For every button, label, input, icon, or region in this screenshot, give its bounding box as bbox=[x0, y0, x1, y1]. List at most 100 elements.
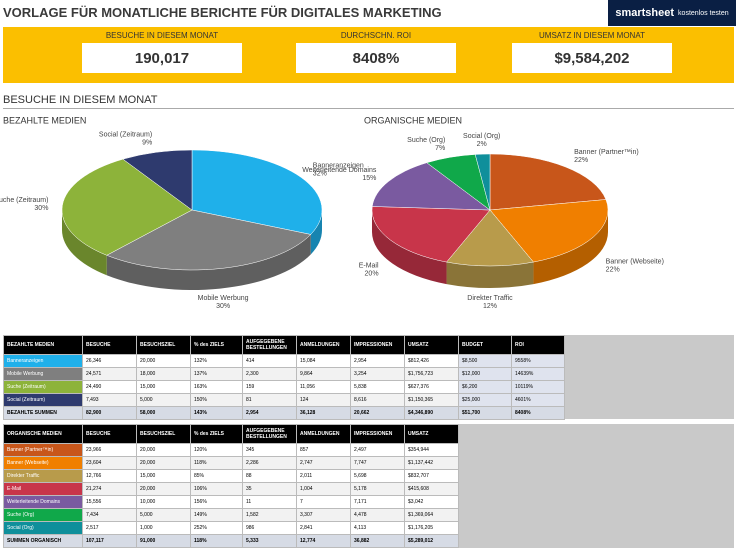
cell: 82,900 bbox=[82, 406, 137, 420]
cell: 24,571 bbox=[82, 367, 137, 381]
data-row: Banner (Webseite) 23,604 20,000 118% 2,286 2,… bbox=[3, 456, 459, 470]
cell: 58,000 bbox=[136, 406, 191, 420]
cell: 88 bbox=[242, 469, 297, 483]
cell: 14639% bbox=[511, 367, 565, 381]
cell: 2,747 bbox=[296, 456, 351, 470]
cell: 15,084 bbox=[296, 354, 351, 368]
cell: 11 bbox=[242, 495, 297, 509]
slice-label: E-Mail bbox=[359, 262, 379, 269]
slice-label: Mobile Werbung bbox=[198, 295, 249, 302]
slice bbox=[61, 158, 193, 256]
header-cell: BUDGET bbox=[458, 335, 512, 355]
cell: Banner (Partner™in) bbox=[3, 443, 83, 457]
cell: BEZAHLTE SUMMEN bbox=[3, 406, 83, 420]
kpi-label: UMSATZ IN DIESEM MONAT bbox=[539, 31, 645, 40]
kpi-value: 8408% bbox=[296, 43, 456, 73]
data-row: E-Mail 21,274 20,000 106% 35 1,004 5,178 $415,6… bbox=[3, 482, 459, 496]
slice bbox=[371, 206, 491, 263]
cell: Social (Org) bbox=[3, 521, 83, 535]
cell: Suche (Org) bbox=[3, 508, 83, 522]
slice-label: Weiterleitende Domains bbox=[302, 167, 377, 174]
cell: $3,042 bbox=[404, 495, 459, 509]
cell: 2,517 bbox=[82, 521, 137, 535]
cell: $1,176,205 bbox=[404, 521, 459, 535]
cell: 5,698 bbox=[350, 469, 405, 483]
page-title: VORLAGE FÜR MONATLICHE BERICHTE FÜR DIGI… bbox=[3, 5, 442, 20]
slice bbox=[474, 153, 491, 211]
slice-label: Social (Zeitraum) bbox=[99, 132, 152, 139]
header-cell: % des ZIELS bbox=[190, 424, 243, 444]
cell: 120% bbox=[190, 443, 243, 457]
cell: 2,300 bbox=[242, 367, 297, 381]
cell: $627,376 bbox=[404, 380, 459, 394]
header-cell: ROI bbox=[511, 335, 565, 355]
cell: 4,478 bbox=[350, 508, 405, 522]
cell: 5,000 bbox=[136, 393, 191, 407]
cell: 5,838 bbox=[350, 380, 405, 394]
slice-value-label: 30% bbox=[34, 205, 48, 212]
cell: 15,556 bbox=[82, 495, 137, 509]
total-row: BEZAHLTE SUMMEN 82,900 58,000 143% 2,954 36,1… bbox=[3, 406, 565, 420]
header-cell: BESUCHE bbox=[82, 424, 137, 444]
cell: 9,864 bbox=[296, 367, 351, 381]
cell: 7,434 bbox=[82, 508, 137, 522]
cell: 36,882 bbox=[350, 534, 405, 548]
cell: $812,426 bbox=[404, 354, 459, 368]
kpi-label: BESUCHE IN DIESEM MONAT bbox=[105, 31, 219, 40]
cell: Suche (Zeitraum) bbox=[3, 380, 83, 394]
cell: 20,662 bbox=[350, 406, 405, 420]
slice bbox=[106, 209, 312, 271]
cell: $1,369,064 bbox=[404, 508, 459, 522]
cell: 12,766 bbox=[82, 469, 137, 483]
logo-cta: kostenlos testen bbox=[678, 9, 729, 17]
cell: Banner (Webseite) bbox=[3, 456, 83, 470]
cell: 5,333 bbox=[242, 534, 297, 548]
cell: $354,944 bbox=[404, 443, 459, 457]
cell: Banneranzeigen bbox=[3, 354, 83, 368]
cell: 20,000 bbox=[136, 443, 191, 457]
header-cell: AUFGEGEBENE BESTELLUNGEN bbox=[242, 335, 297, 355]
cell: 24,490 bbox=[82, 380, 137, 394]
cell: 252% bbox=[190, 521, 243, 535]
cell: 7,493 bbox=[82, 393, 137, 407]
header-cell: IMPRESSIONEN bbox=[350, 424, 405, 444]
cell: Direkter Traffic bbox=[3, 469, 83, 483]
slice bbox=[122, 149, 193, 211]
slice-value-label: 22% bbox=[574, 157, 588, 164]
cell: $25,000 bbox=[458, 393, 512, 407]
cell: 15,000 bbox=[136, 380, 191, 394]
cell: SUMMEN ORGANISCH bbox=[3, 534, 83, 548]
slice bbox=[489, 153, 607, 211]
cell: 7,747 bbox=[350, 456, 405, 470]
kpi-value: $9,584,202 bbox=[512, 43, 672, 73]
chart-title: ORGANISCHE MEDIEN bbox=[364, 115, 462, 125]
slice-value-label: 9% bbox=[142, 140, 152, 147]
cell: 106% bbox=[190, 482, 243, 496]
cell: 85% bbox=[190, 469, 243, 483]
header-row: ORGANISCHE MEDIEN BESUCHE BESUCHSZIEL% des… bbox=[3, 424, 459, 444]
header-cell: BEZAHLTE MEDIEN bbox=[3, 335, 83, 355]
logo[interactable]: smartsheet kostenlos testen bbox=[608, 0, 736, 26]
cell: $6,200 bbox=[458, 380, 512, 394]
slice-side bbox=[372, 210, 447, 285]
cell: 36,128 bbox=[296, 406, 351, 420]
slice bbox=[371, 162, 491, 211]
slice bbox=[489, 199, 609, 263]
cell: 1,582 bbox=[242, 508, 297, 522]
cell: 18,000 bbox=[136, 367, 191, 381]
cell: $1,756,723 bbox=[404, 367, 459, 381]
cell: $4,346,890 bbox=[404, 406, 459, 420]
cell: Social (Zeitraum) bbox=[3, 393, 83, 407]
cell: 2,011 bbox=[296, 469, 351, 483]
cell: $832,707 bbox=[404, 469, 459, 483]
data-table: ORGANISCHE MEDIEN BESUCHE BESUCHSZIEL% des… bbox=[3, 424, 459, 548]
cell: 12,774 bbox=[296, 534, 351, 548]
cell: 23,604 bbox=[82, 456, 137, 470]
header-cell: IMPRESSIONEN bbox=[350, 335, 405, 355]
cell: 20,000 bbox=[136, 482, 191, 496]
slice-value-label: 15% bbox=[362, 175, 376, 182]
cell: 7 bbox=[296, 495, 351, 509]
slice-label: Suche (Zeitraum) bbox=[0, 197, 48, 204]
chart-title: BEZAHLTE MEDIEN bbox=[3, 115, 86, 125]
cell: 2,954 bbox=[350, 354, 405, 368]
